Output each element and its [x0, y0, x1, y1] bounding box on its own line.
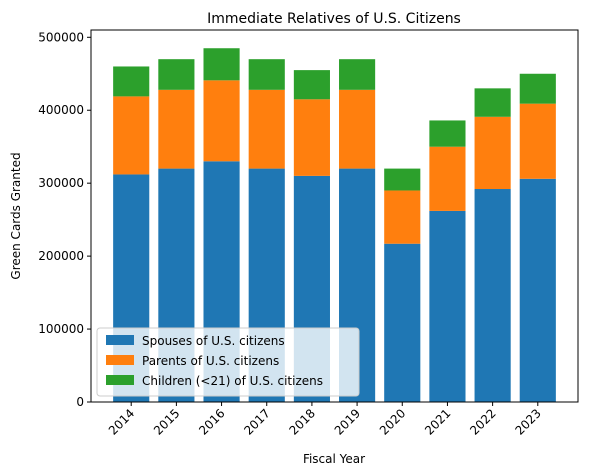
- legend-box: [96, 327, 360, 397]
- chart-title: Immediate Relatives of U.S. Citizens: [207, 11, 461, 27]
- x-tick-label: 2017: [241, 406, 272, 437]
- x-tick-label: 2022: [467, 406, 498, 437]
- bar-2-2015: [158, 89, 195, 169]
- legend-swatch-3: [106, 375, 134, 385]
- bar-3-2023: [519, 73, 556, 104]
- y-tick-label: 100000: [38, 322, 84, 336]
- bar-3-2014: [113, 66, 150, 97]
- x-tick-label: 2018: [287, 406, 318, 437]
- bar-2-2017: [248, 89, 285, 169]
- x-tick-label: 2014: [106, 406, 137, 437]
- bar-1-2021: [429, 210, 466, 402]
- bar-2-2022: [474, 116, 511, 190]
- bar-1-2022: [474, 189, 511, 402]
- x-axis-label: Fiscal Year: [303, 452, 365, 466]
- bar-1-2023: [519, 178, 556, 402]
- plot-frame: [90, 29, 579, 403]
- x-tick-label: 2023: [512, 406, 543, 437]
- x-tick-label: 2016: [196, 406, 227, 437]
- x-tick-label: 2020: [377, 406, 408, 437]
- bar-2-2023: [519, 103, 556, 179]
- bar-2-2021: [429, 146, 466, 211]
- y-tick-label: 400000: [38, 103, 84, 117]
- bar-2-2020: [384, 190, 421, 244]
- y-tick-label: 0: [76, 395, 84, 409]
- legend: Spouses of U.S. citizens Parents of U.S. …: [96, 327, 360, 397]
- bar-3-2016: [203, 48, 240, 81]
- legend-label-1: Spouses of U.S. citizens: [142, 334, 285, 348]
- y-tick-label: 300000: [38, 176, 84, 190]
- x-tick-label: 2019: [332, 406, 363, 437]
- y-tick-label: 500000: [38, 30, 84, 44]
- bar-3-2022: [474, 88, 511, 117]
- x-tick-label: 2015: [151, 406, 182, 437]
- bar-3-2017: [248, 59, 285, 90]
- legend-swatch-1: [106, 335, 134, 345]
- bar-3-2020: [384, 168, 421, 191]
- bar-3-2019: [339, 59, 376, 90]
- legend-label-2: Parents of U.S. citizens: [142, 354, 279, 368]
- bar-1-2020: [384, 243, 421, 402]
- y-tick-label: 200000: [38, 249, 84, 263]
- y-axis-label: Green Cards Granted: [9, 152, 23, 279]
- legend-label-3: Children (<21) of U.S. citizens: [142, 374, 323, 388]
- bar-2-2016: [203, 80, 240, 162]
- bar-2-2018: [293, 99, 330, 176]
- y-axis: 0 100000 200000 300000 400000 500000: [38, 30, 91, 409]
- x-tick-label: 2021: [422, 406, 453, 437]
- bar-2-2014: [113, 96, 150, 175]
- bar-3-2015: [158, 59, 195, 90]
- x-axis: 2014 2015 2016 2017 2018 2019 2020 2021 2022 2023: [106, 402, 544, 438]
- legend-swatch-2: [106, 355, 134, 365]
- bar-2-2019: [339, 89, 376, 169]
- bar-3-2021: [429, 120, 466, 147]
- bar-3-2018: [293, 70, 330, 100]
